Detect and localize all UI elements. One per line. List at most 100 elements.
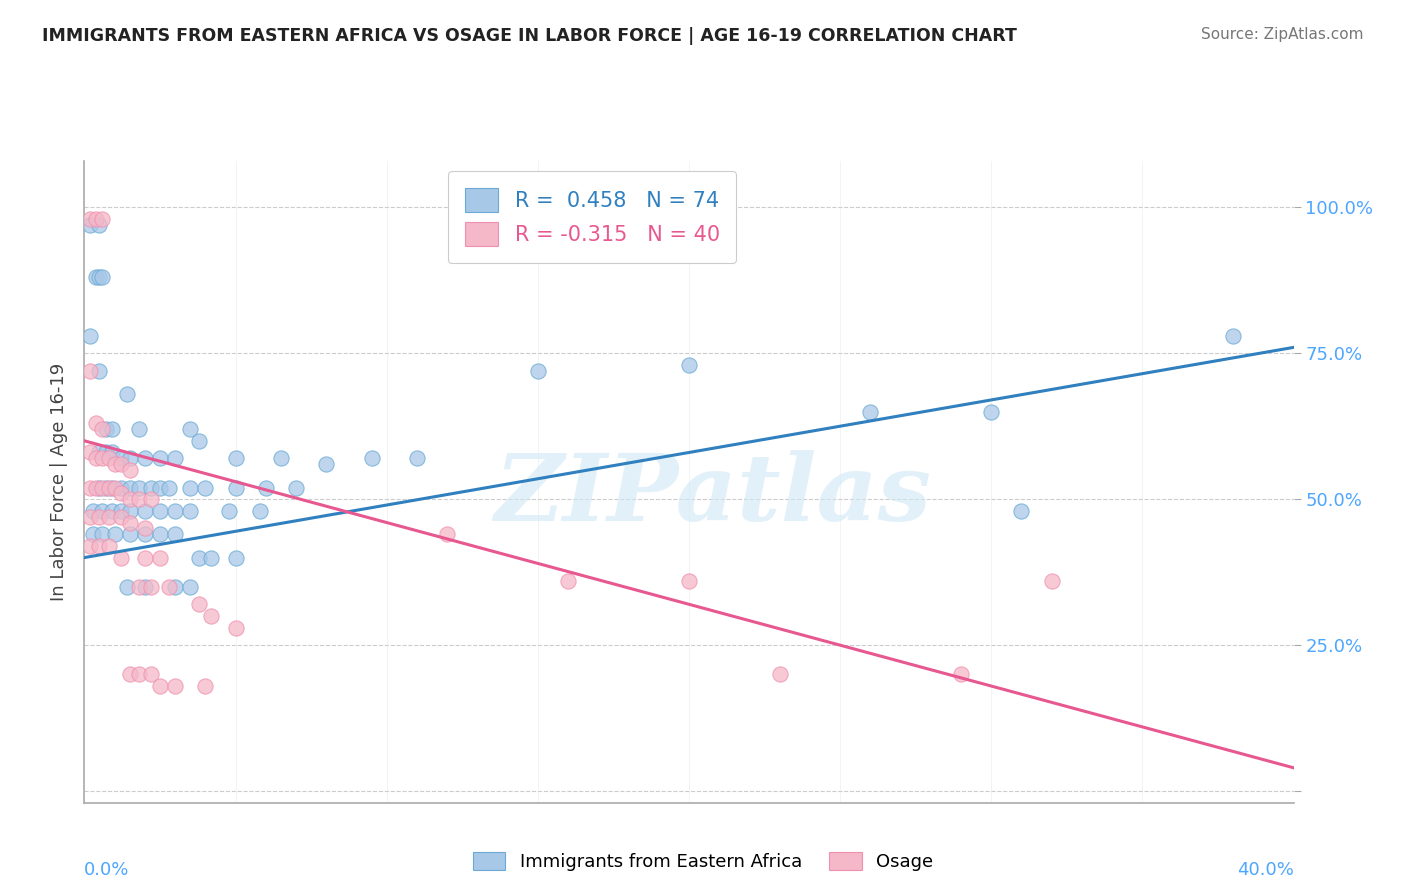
Point: [163, 580, 186, 594]
Point: [118, 516, 141, 530]
Point: [91, 504, 114, 518]
Point: [110, 486, 132, 500]
Point: [134, 521, 156, 535]
Point: [97, 539, 120, 553]
Point: [118, 667, 141, 681]
Point: [115, 580, 138, 594]
Point: [110, 481, 132, 495]
Point: [678, 358, 700, 372]
Point: [128, 422, 150, 436]
Point: [134, 527, 156, 541]
Point: [128, 667, 150, 681]
Text: IMMIGRANTS FROM EASTERN AFRICA VS OSAGE IN LABOR FORCE | AGE 16-19 CORRELATION C: IMMIGRANTS FROM EASTERN AFRICA VS OSAGE …: [42, 27, 1017, 45]
Point: [406, 451, 429, 466]
Point: [249, 504, 271, 518]
Text: 0.0%: 0.0%: [84, 861, 129, 880]
Point: [163, 504, 186, 518]
Point: [526, 364, 548, 378]
Point: [128, 481, 150, 495]
Point: [128, 492, 150, 507]
Text: ZIPatlas: ZIPatlas: [495, 450, 932, 540]
Point: [436, 527, 458, 541]
Point: [188, 550, 211, 565]
Point: [188, 597, 211, 611]
Point: [225, 481, 247, 495]
Point: [110, 504, 132, 518]
Point: [86, 481, 108, 495]
Point: [89, 539, 111, 553]
Point: [157, 481, 180, 495]
Point: [86, 211, 108, 226]
Point: [89, 364, 111, 378]
Point: [89, 270, 111, 285]
Point: [100, 422, 122, 436]
Point: [118, 463, 141, 477]
Text: 40.0%: 40.0%: [1237, 861, 1294, 880]
Point: [163, 451, 186, 466]
Point: [91, 451, 114, 466]
Point: [118, 481, 141, 495]
Point: [79, 481, 101, 495]
Point: [97, 509, 120, 524]
Point: [79, 539, 101, 553]
Point: [149, 481, 172, 495]
Point: [94, 422, 117, 436]
Point: [89, 481, 111, 495]
Point: [149, 504, 172, 518]
Point: [104, 457, 127, 471]
Point: [79, 364, 101, 378]
Text: Source: ZipAtlas.com: Source: ZipAtlas.com: [1201, 27, 1364, 42]
Point: [980, 404, 1002, 418]
Point: [225, 621, 247, 635]
Point: [104, 481, 127, 495]
Point: [100, 481, 122, 495]
Point: [118, 451, 141, 466]
Point: [163, 527, 186, 541]
Point: [149, 527, 172, 541]
Point: [91, 422, 114, 436]
Point: [89, 509, 111, 524]
Point: [79, 445, 101, 459]
Point: [139, 580, 162, 594]
Point: [179, 422, 201, 436]
Point: [118, 527, 141, 541]
Point: [110, 457, 132, 471]
Point: [118, 504, 141, 518]
Point: [134, 504, 156, 518]
Point: [86, 417, 108, 431]
Point: [284, 481, 308, 495]
Point: [557, 574, 579, 588]
Point: [188, 434, 211, 448]
Point: [218, 504, 240, 518]
Point: [94, 445, 117, 459]
Point: [91, 481, 114, 495]
Legend: Immigrants from Eastern Africa, Osage: Immigrants from Eastern Africa, Osage: [465, 845, 941, 879]
Point: [225, 550, 247, 565]
Point: [315, 457, 337, 471]
Point: [91, 211, 114, 226]
Point: [110, 509, 132, 524]
Point: [91, 270, 114, 285]
Point: [86, 451, 108, 466]
Point: [200, 550, 222, 565]
Point: [149, 679, 172, 693]
Point: [82, 504, 104, 518]
Point: [139, 481, 162, 495]
Point: [200, 609, 222, 624]
Point: [100, 445, 122, 459]
Point: [678, 574, 700, 588]
Point: [118, 492, 141, 507]
Point: [270, 451, 292, 466]
Point: [79, 328, 101, 343]
Point: [859, 404, 882, 418]
Point: [89, 218, 111, 232]
Point: [79, 218, 101, 232]
Point: [128, 580, 150, 594]
Point: [163, 679, 186, 693]
Point: [82, 527, 104, 541]
Point: [194, 481, 217, 495]
Point: [110, 550, 132, 565]
Point: [115, 387, 138, 401]
Point: [100, 504, 122, 518]
Point: [179, 481, 201, 495]
